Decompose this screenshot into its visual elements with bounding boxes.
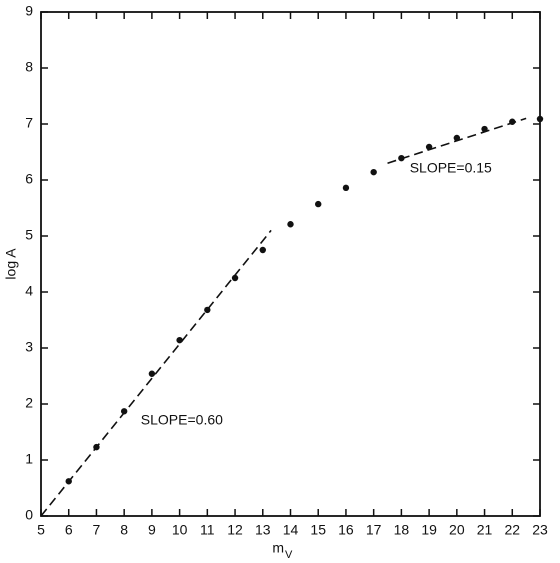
- y-tick-label: 4: [25, 283, 33, 299]
- x-tick-label: 5: [37, 522, 45, 538]
- data-point: [204, 306, 211, 314]
- data-point: [481, 125, 488, 133]
- x-tick-label: 6: [65, 522, 73, 538]
- x-tick-label: 23: [532, 522, 548, 538]
- data-point: [120, 408, 128, 415]
- data-point: [370, 168, 377, 176]
- data-point: [287, 221, 294, 228]
- x-axis-label: m: [272, 540, 284, 556]
- x-axis-label-subscript: V: [285, 549, 293, 561]
- x-tick-label: 10: [172, 522, 188, 538]
- y-tick-label: 0: [25, 507, 33, 523]
- y-axis-label: log A: [3, 248, 19, 280]
- data-point: [315, 200, 322, 208]
- x-tick-label: 14: [283, 522, 299, 538]
- data-point: [65, 478, 72, 485]
- data-point: [259, 246, 266, 254]
- data-point: [453, 134, 461, 142]
- data-point: [231, 274, 239, 282]
- data-point: [148, 370, 156, 377]
- data-point: [398, 154, 405, 162]
- x-tick-label: 15: [310, 522, 326, 538]
- x-tick-label: 16: [338, 522, 354, 538]
- x-tick-label: 21: [477, 522, 493, 538]
- x-tick-label: 20: [449, 522, 465, 538]
- y-tick-label: 9: [25, 3, 33, 19]
- x-tick-label: 13: [255, 522, 271, 538]
- data-point: [342, 184, 350, 192]
- data-point: [425, 143, 433, 151]
- x-tick-label: 18: [394, 522, 410, 538]
- x-tick-label: 19: [421, 522, 437, 538]
- data-point: [536, 115, 544, 123]
- x-tick-label: 8: [120, 522, 128, 538]
- fit-annotation: SLOPE=0.15: [410, 160, 492, 176]
- x-tick-label: 7: [93, 522, 101, 538]
- x-tick-label: 17: [366, 522, 382, 538]
- y-tick-label: 7: [25, 115, 33, 131]
- y-tick-label: 1: [25, 451, 33, 467]
- data-point: [509, 118, 516, 125]
- fit-annotation: SLOPE=0.60: [141, 412, 223, 428]
- data-point: [93, 443, 100, 451]
- plot-frame: [40, 11, 541, 517]
- x-tick-label: 22: [504, 522, 520, 538]
- x-tick-label: 9: [148, 522, 156, 538]
- x-tick-label: 12: [227, 522, 243, 538]
- y-tick-label: 8: [25, 59, 33, 75]
- data-point: [176, 336, 183, 344]
- y-tick-label: 2: [25, 395, 33, 411]
- x-tick-label: 11: [200, 522, 215, 538]
- y-tick-label: 5: [25, 227, 33, 243]
- y-tick-label: 6: [25, 171, 33, 187]
- fit-line: [40, 229, 272, 517]
- y-tick-label: 3: [25, 339, 33, 355]
